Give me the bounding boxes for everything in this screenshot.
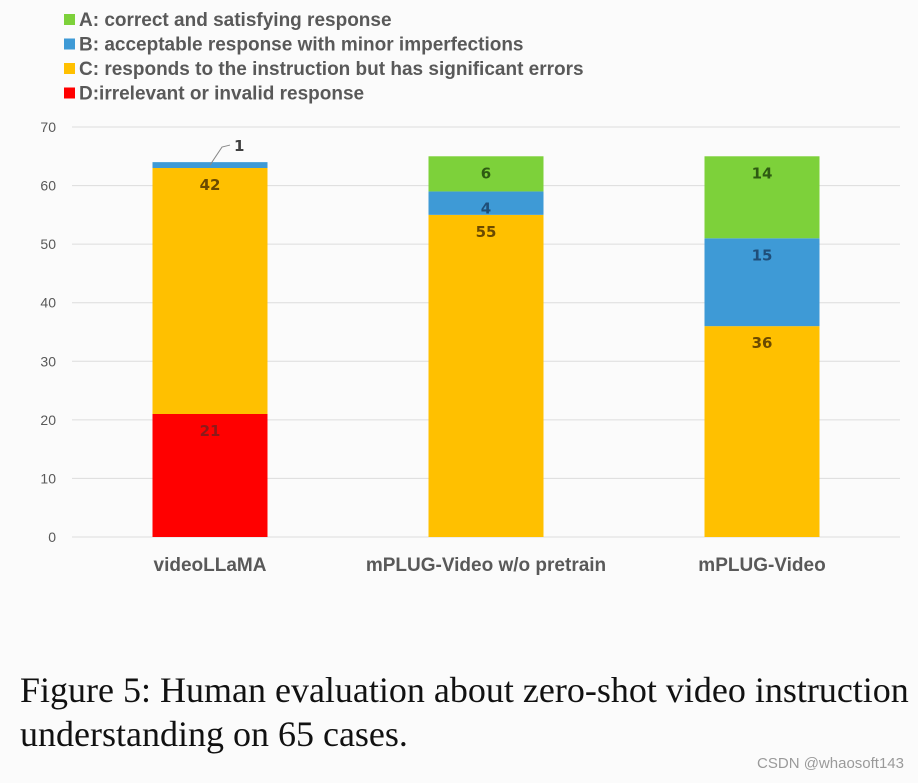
data-label: 21 bbox=[200, 422, 221, 440]
bar-segment-A bbox=[428, 156, 544, 192]
x-category-label: mPLUG-Video bbox=[698, 555, 825, 576]
data-label: 36 bbox=[752, 334, 773, 352]
y-tick-label: 50 bbox=[40, 236, 56, 252]
y-tick-label: 30 bbox=[40, 353, 56, 369]
data-labels: 21 42 1 55 4 6 36 15 14 bbox=[200, 137, 773, 440]
bar-segment-C bbox=[152, 168, 268, 414]
y-tick-label: 60 bbox=[40, 178, 56, 194]
bar-segment-C bbox=[704, 326, 820, 537]
bar-segment-A bbox=[704, 156, 820, 239]
bar-segment-D bbox=[152, 414, 268, 537]
figure-caption: Figure 5: Human evaluation about zero-sh… bbox=[20, 670, 909, 754]
x-axis-categories: videoLLaMA mPLUG-Video w/o pretrain mPLUG-… bbox=[154, 555, 826, 576]
legend-swatch-A bbox=[64, 14, 75, 25]
data-label: 4 bbox=[481, 199, 491, 217]
y-tick-label: 40 bbox=[40, 295, 56, 311]
legend-label-C: C: responds to the instruction but has s… bbox=[79, 59, 584, 80]
y-tick-label: 10 bbox=[40, 470, 56, 486]
data-label: 15 bbox=[752, 246, 773, 264]
data-label: 55 bbox=[476, 223, 497, 241]
bars bbox=[152, 156, 820, 537]
y-tick-label: 70 bbox=[40, 119, 56, 135]
data-label: 1 bbox=[234, 137, 244, 155]
legend-label-A: A: correct and satisfying response bbox=[79, 10, 392, 31]
x-category-label: mPLUG-Video w/o pretrain bbox=[366, 555, 606, 576]
data-label: 6 bbox=[481, 164, 491, 182]
bar-segment-C bbox=[428, 214, 544, 537]
bar-segment-B bbox=[704, 238, 820, 327]
legend-label-B: B: acceptable response with minor imperf… bbox=[79, 35, 524, 56]
y-axis-ticks: 0 10 20 30 40 50 60 70 bbox=[40, 119, 56, 545]
legend: A: correct and satisfying response B: acc… bbox=[64, 10, 584, 105]
callout-leader-line bbox=[209, 144, 231, 166]
data-label: 42 bbox=[200, 176, 221, 194]
watermark: CSDN @whaosoft143 bbox=[757, 755, 904, 772]
legend-label-D: D:irrelevant or invalid response bbox=[79, 84, 364, 105]
legend-swatch-C bbox=[64, 63, 75, 74]
x-category-label: videoLLaMA bbox=[154, 555, 267, 576]
legend-swatch-D bbox=[64, 87, 75, 99]
legend-swatch-B bbox=[64, 38, 75, 50]
y-tick-label: 20 bbox=[40, 412, 56, 428]
y-tick-label: 0 bbox=[48, 529, 56, 545]
bar-segment-B bbox=[428, 191, 544, 215]
data-label: 14 bbox=[752, 164, 773, 182]
stacked-bar-chart: A: correct and satisfying response B: acc… bbox=[40, 10, 900, 576]
